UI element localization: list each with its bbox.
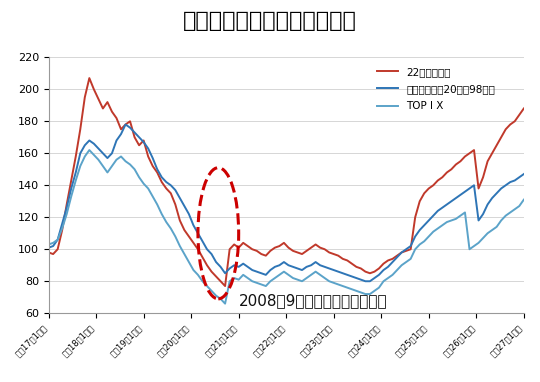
TOP I X bbox=[330, 280, 337, 285]
TOP I X bbox=[86, 148, 92, 152]
評価結果上位20％（98社） bbox=[521, 172, 527, 176]
22銘柄の指数 bbox=[59, 228, 65, 232]
評価結果上位20％（98社） bbox=[466, 186, 472, 191]
評価結果上位20％（98社） bbox=[362, 279, 369, 283]
評価結果上位20％（98社） bbox=[357, 277, 364, 282]
TOP I X bbox=[466, 247, 472, 251]
22銘柄の指数 bbox=[521, 106, 527, 111]
22銘柄の指数 bbox=[380, 261, 387, 266]
22銘柄の指数 bbox=[45, 250, 52, 255]
22銘柄の指数 bbox=[362, 269, 369, 274]
評価結果上位20％（98社） bbox=[59, 221, 65, 226]
TOP I X bbox=[59, 226, 65, 231]
評価結果上位20％（98社） bbox=[380, 268, 387, 272]
22銘柄の指数 bbox=[335, 253, 341, 258]
TOP I X bbox=[335, 282, 341, 287]
評価結果上位20％（98社） bbox=[122, 122, 129, 127]
評価結果上位20％（98社） bbox=[330, 268, 337, 272]
Text: ＜健康経営と株価連動の図＞: ＜健康経営と株価連動の図＞ bbox=[183, 11, 357, 31]
評価結果上位20％（98社） bbox=[326, 266, 333, 271]
22銘柄の指数 bbox=[222, 284, 228, 288]
22銘柄の指数 bbox=[330, 252, 337, 256]
Text: 2008年9月リーマン・ショック: 2008年9月リーマン・ショック bbox=[239, 293, 387, 308]
TOP I X bbox=[45, 242, 52, 247]
TOP I X bbox=[380, 279, 387, 283]
Line: 評価結果上位20％（98社）: 評価結果上位20％（98社） bbox=[49, 125, 524, 281]
TOP I X bbox=[222, 301, 228, 306]
22銘柄の指数 bbox=[466, 151, 472, 155]
Line: 22銘柄の指数: 22銘柄の指数 bbox=[49, 78, 524, 286]
TOP I X bbox=[362, 292, 369, 296]
TOP I X bbox=[521, 197, 527, 202]
Line: TOP I X: TOP I X bbox=[49, 150, 524, 304]
Legend: 22銘柄の指数, 評価結果上位20％（98社）, TOP I X: 22銘柄の指数, 評価結果上位20％（98社）, TOP I X bbox=[373, 63, 500, 115]
評価結果上位20％（98社） bbox=[45, 245, 52, 250]
22銘柄の指数 bbox=[86, 76, 92, 80]
